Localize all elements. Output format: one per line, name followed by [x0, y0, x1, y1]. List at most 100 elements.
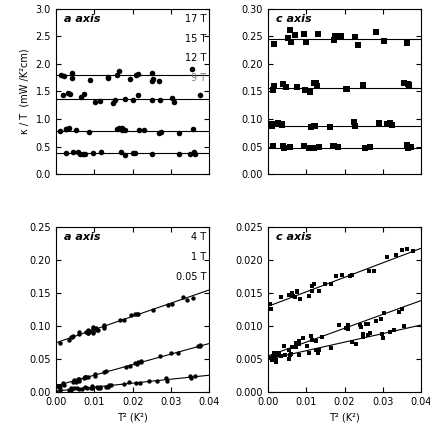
Point	[286, 144, 293, 151]
Point	[153, 378, 160, 385]
Point	[115, 125, 122, 132]
Point	[379, 330, 386, 337]
Point	[316, 346, 322, 353]
Point	[127, 362, 134, 369]
Point	[345, 322, 352, 329]
Point	[286, 355, 292, 362]
Point	[310, 280, 317, 287]
Point	[386, 328, 393, 335]
Point	[89, 383, 96, 390]
Point	[196, 343, 203, 350]
Point	[122, 126, 129, 133]
Point	[75, 377, 82, 384]
Point	[313, 346, 320, 353]
Point	[302, 39, 309, 46]
Point	[319, 333, 326, 340]
Point	[377, 316, 384, 323]
Point	[136, 126, 143, 133]
Point	[307, 88, 313, 95]
Point	[285, 34, 292, 41]
Point	[100, 368, 107, 375]
Point	[81, 373, 88, 380]
Point	[66, 387, 73, 394]
Point	[121, 151, 128, 158]
Point	[120, 380, 127, 387]
Point	[322, 280, 329, 287]
Point	[273, 357, 280, 364]
Point	[289, 344, 295, 351]
Point	[279, 121, 286, 128]
Point	[74, 377, 81, 384]
Point	[276, 349, 283, 356]
Point	[272, 359, 279, 366]
Point	[96, 384, 103, 391]
Point	[191, 372, 198, 379]
Point	[80, 151, 86, 158]
Point	[82, 374, 89, 381]
Point	[187, 372, 194, 379]
Point	[352, 122, 359, 129]
Point	[401, 323, 408, 330]
Point	[108, 381, 114, 388]
Point	[310, 80, 317, 87]
Point	[338, 32, 344, 39]
Point	[168, 300, 175, 307]
Point	[76, 329, 83, 336]
Point	[106, 382, 113, 388]
Point	[92, 371, 99, 378]
Point	[156, 353, 163, 360]
Point	[72, 127, 79, 134]
Point	[270, 355, 277, 362]
Point	[364, 320, 371, 327]
Point	[349, 272, 356, 279]
Point	[96, 383, 103, 390]
Point	[292, 339, 299, 346]
Point	[403, 245, 410, 252]
Point	[301, 143, 307, 150]
Point	[57, 340, 64, 347]
Point	[85, 329, 92, 336]
Point	[89, 385, 96, 392]
X-axis label: T² (K²): T² (K²)	[329, 413, 360, 423]
Point	[79, 386, 86, 393]
Point	[302, 87, 309, 94]
Point	[308, 332, 315, 339]
Point	[293, 287, 300, 294]
Point	[163, 375, 169, 382]
Text: c axis: c axis	[276, 232, 311, 242]
Point	[279, 121, 286, 128]
Point	[405, 80, 412, 87]
Point	[281, 352, 288, 359]
Point	[122, 96, 129, 103]
Point	[328, 280, 335, 287]
Point	[83, 373, 90, 380]
Point	[127, 311, 134, 318]
Point	[274, 350, 281, 357]
Point	[288, 39, 295, 46]
Point	[289, 291, 295, 298]
Point	[57, 388, 64, 395]
Point	[69, 70, 76, 77]
Point	[81, 90, 88, 97]
Point	[70, 333, 77, 340]
Point	[273, 351, 280, 358]
Point	[335, 322, 342, 329]
Point	[359, 82, 366, 89]
Point	[77, 150, 83, 157]
Point	[89, 329, 96, 336]
Point	[293, 84, 300, 91]
Point	[169, 94, 176, 101]
Point	[175, 129, 182, 136]
Point	[55, 383, 61, 390]
Point	[396, 308, 402, 315]
Point	[74, 375, 81, 382]
Point	[87, 384, 94, 391]
Point	[197, 91, 203, 98]
Point	[156, 78, 163, 85]
Point	[274, 121, 281, 128]
Point	[380, 37, 387, 44]
Point	[93, 326, 100, 333]
Text: 17 T: 17 T	[185, 14, 206, 24]
Point	[275, 350, 282, 357]
Point	[275, 119, 282, 126]
